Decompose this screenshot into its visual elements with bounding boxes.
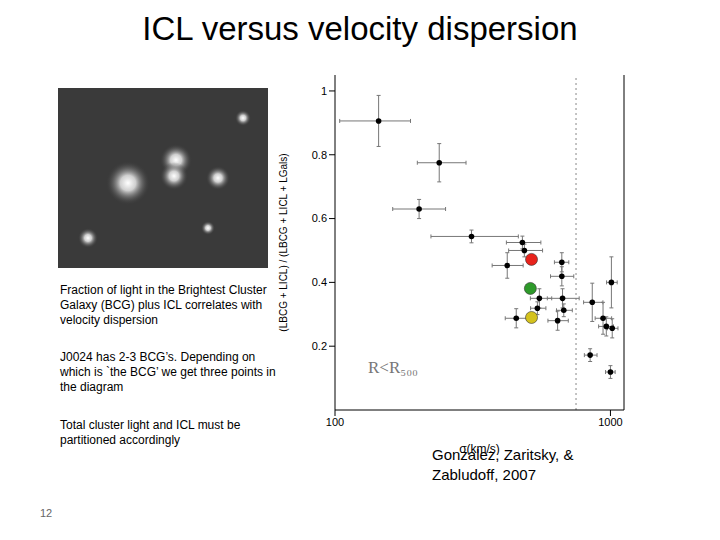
svg-text:1000: 1000 <box>598 416 622 428</box>
svg-text:0.4: 0.4 <box>312 276 327 288</box>
svg-text:σ(km/s): σ(km/s) <box>459 442 500 455</box>
svg-text:100: 100 <box>326 416 344 428</box>
svg-text:1: 1 <box>321 85 327 97</box>
svg-text:0.2: 0.2 <box>312 340 327 352</box>
svg-text:(LBCG + LICL) / (LBCG + LICL +: (LBCG + LICL) / (LBCG + LICL + LGals) <box>278 153 289 331</box>
svg-text:0.8: 0.8 <box>312 149 327 161</box>
svg-text:0.6: 0.6 <box>312 212 327 224</box>
